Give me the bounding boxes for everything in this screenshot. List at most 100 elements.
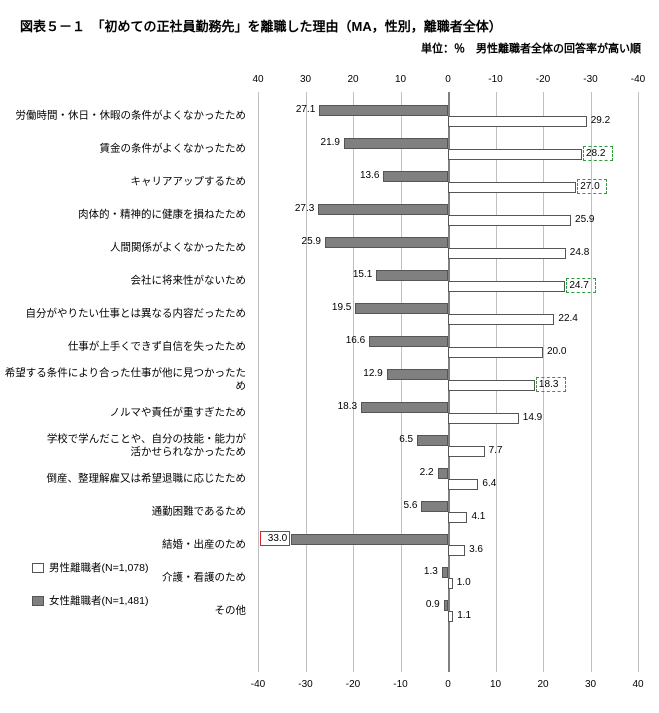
row-label: 自分がやりたい仕事とは異なる内容だったため [0,307,252,320]
axis-tick-top: -20 [536,74,550,85]
row-label: 賃金の条件がよくなかったため [0,142,252,155]
chart-row: ノルマや責任が重すぎたため 18.3 14.9 [0,399,659,427]
value-female: 27.3 [295,203,314,214]
axis-tick-bottom: 20 [537,679,548,690]
axis-tick-top: 0 [445,74,451,85]
value-male: 24.8 [570,247,589,258]
value-male: 7.7 [489,445,503,456]
value-female: 12.9 [363,368,382,379]
diverging-bar-chart: 40-4030-3020-2010-1000-1010-2020-3030-40… [0,62,659,702]
bar-male [448,446,485,457]
bar-female [421,501,448,512]
value-male: 28.2 [586,148,605,159]
legend-female: 女性離職者(N=1,481) [32,593,148,608]
axis-tick-bottom: 0 [445,679,451,690]
legend-swatch-male [32,563,44,573]
bar-female [442,567,448,578]
axis-tick-bottom: 10 [490,679,501,690]
row-label: 通勤困難であるため [0,505,252,518]
value-female: 25.9 [302,236,321,247]
bar-male [448,347,543,358]
bar-female [325,237,448,248]
bar-female [355,303,448,314]
bar-male [448,248,566,259]
value-male: 14.9 [523,412,542,423]
value-female: 27.1 [296,104,315,115]
chart-row: 仕事が上手くできず自信を失ったため16.620.0 [0,333,659,361]
value-female: 5.6 [404,500,418,511]
bar-female [438,468,448,479]
row-label: 労働時間・休日・休暇の条件がよくなかったため [0,109,252,122]
chart-row: 倒産、整理解雇又は希望退職に応じたため 2.2 6.4 [0,465,659,493]
bar-male [448,215,571,226]
value-male: 24.7 [569,280,588,291]
bar-male [448,182,576,193]
bar-female [444,600,448,611]
legend-swatch-female [32,596,44,606]
value-male: 22.4 [558,313,577,324]
chart-row: 自分がやりたい仕事とは異なる内容だったため 19.5 22.4 [0,300,659,328]
bar-female [319,105,448,116]
bar-female [318,204,448,215]
bar-male [448,545,465,556]
chart-subtitle: 単位：％ 男性離職者全体の回答率が高い順 [421,40,641,56]
axis-tick-bottom: -10 [393,679,407,690]
bar-female [344,138,448,149]
axis-tick-top: -10 [488,74,502,85]
chart-row: 肉体的・精神的に健康を損ねたため 27.3 25.9 [0,201,659,229]
chart-row: 結婚・出産のため33.03.6 [0,531,659,559]
value-female: 6.5 [399,434,413,445]
row-label: 倒産、整理解雇又は希望退職に応じたため [0,472,252,485]
row-label: 学校で学んだことや、自分の技能・能力が活かせられなかったため [0,433,252,459]
row-label: 会社に将来性がないため [0,274,252,287]
chart-row: 希望する条件により合った仕事が他に見つかったため 12.9 18.3 [0,366,659,394]
axis-tick-top: 20 [347,74,358,85]
value-female: 19.5 [332,302,351,313]
row-label: 希望する条件により合った仕事が他に見つかったため [0,367,252,393]
axis-tick-bottom: 40 [632,679,643,690]
bar-female [369,336,448,347]
value-female: 13.6 [360,170,379,181]
value-female: 15.1 [353,269,372,280]
chart-row: キャリアアップするため 13.6 27.0 [0,168,659,196]
chart-row: 労働時間・休日・休暇の条件がよくなかったため 27.1 29.2 [0,102,659,130]
bar-female [376,270,448,281]
value-female: 18.3 [338,401,357,412]
row-label: キャリアアップするため [0,175,252,188]
bar-male [448,611,453,622]
value-male: 20.0 [547,346,566,357]
axis-tick-bottom: 30 [585,679,596,690]
row-label: 肉体的・精神的に健康を損ねたため [0,208,252,221]
chart-row: 賃金の条件がよくなかったため 21.9 28.2 [0,135,659,163]
bar-female [383,171,448,182]
row-label: ノルマや責任が重すぎたため [0,406,252,419]
value-male: 29.2 [591,115,610,126]
value-male: 3.6 [469,544,483,555]
bar-male [448,380,535,391]
chart-row: 会社に将来性がないため 15.1 24.7 [0,267,659,295]
value-female: 21.9 [321,137,340,148]
axis-tick-bottom: -40 [251,679,265,690]
value-female: 0.9 [426,599,440,610]
axis-tick-bottom: -20 [346,679,360,690]
legend-label-female: 女性離職者(N=1,481) [49,593,148,608]
bar-male [448,578,453,589]
value-female: 16.6 [346,335,365,346]
bar-male [448,512,467,523]
legend-male: 男性離職者(N=1,078) [32,560,148,575]
value-male: 18.3 [539,379,558,390]
bar-female [417,435,448,446]
value-male: 6.4 [482,478,496,489]
value-male: 4.1 [471,511,485,522]
axis-tick-bottom: -30 [298,679,312,690]
axis-tick-top: -30 [583,74,597,85]
chart-row: 通勤困難であるため 5.6 4.1 [0,498,659,526]
axis-tick-top: 10 [395,74,406,85]
value-male: 25.9 [575,214,594,225]
bar-male [448,479,478,490]
value-male: 27.0 [580,181,599,192]
bar-male [448,413,519,424]
chart-row: 人間関係がよくなかったため25.924.8 [0,234,659,262]
value-female: 2.2 [420,467,434,478]
axis-tick-top: 40 [252,74,263,85]
